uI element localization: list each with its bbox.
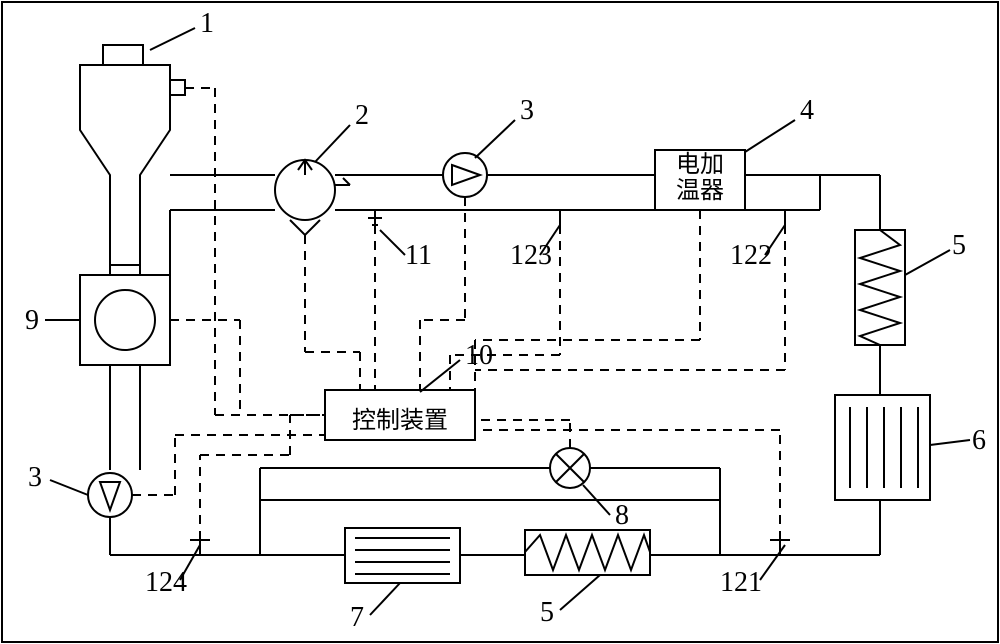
label-2: 2 — [355, 100, 369, 132]
label-11: 11 — [405, 240, 432, 272]
radiator-bottom — [345, 528, 460, 583]
label-121: 121 — [720, 567, 762, 599]
label-122: 122 — [730, 240, 772, 272]
pump-big — [275, 160, 350, 235]
radiator-right — [835, 395, 930, 500]
label-5-bottom: 5 — [540, 597, 554, 629]
coil-bottom — [525, 530, 650, 575]
label-9: 9 — [25, 305, 39, 337]
label-5-right: 5 — [952, 230, 966, 262]
pump-small-left — [88, 473, 132, 517]
label-6: 6 — [972, 425, 986, 457]
diagram-border — [2, 2, 998, 642]
label-10: 10 — [465, 340, 493, 372]
label-7: 7 — [350, 602, 364, 634]
label-3-top: 3 — [520, 95, 534, 127]
heater-text-l1: 电加 — [676, 152, 724, 178]
label-124: 124 — [145, 567, 187, 599]
coil-right — [855, 230, 905, 345]
device-9 — [80, 265, 170, 470]
control-text: 控制装置 — [335, 400, 465, 435]
label-8: 8 — [615, 500, 629, 532]
heater-text: 电加 温器 — [672, 152, 728, 204]
heater-text-l2: 温器 — [676, 178, 724, 204]
solid-pipes — [110, 175, 880, 555]
label-123: 123 — [510, 240, 552, 272]
label-4: 4 — [800, 95, 814, 127]
label-leaders — [45, 28, 970, 615]
schematic-diagram — [0, 0, 1000, 644]
label-1: 1 — [200, 8, 214, 40]
label-3-left: 3 — [28, 462, 42, 494]
pump-small-top — [443, 153, 487, 197]
valve-x — [550, 448, 590, 488]
